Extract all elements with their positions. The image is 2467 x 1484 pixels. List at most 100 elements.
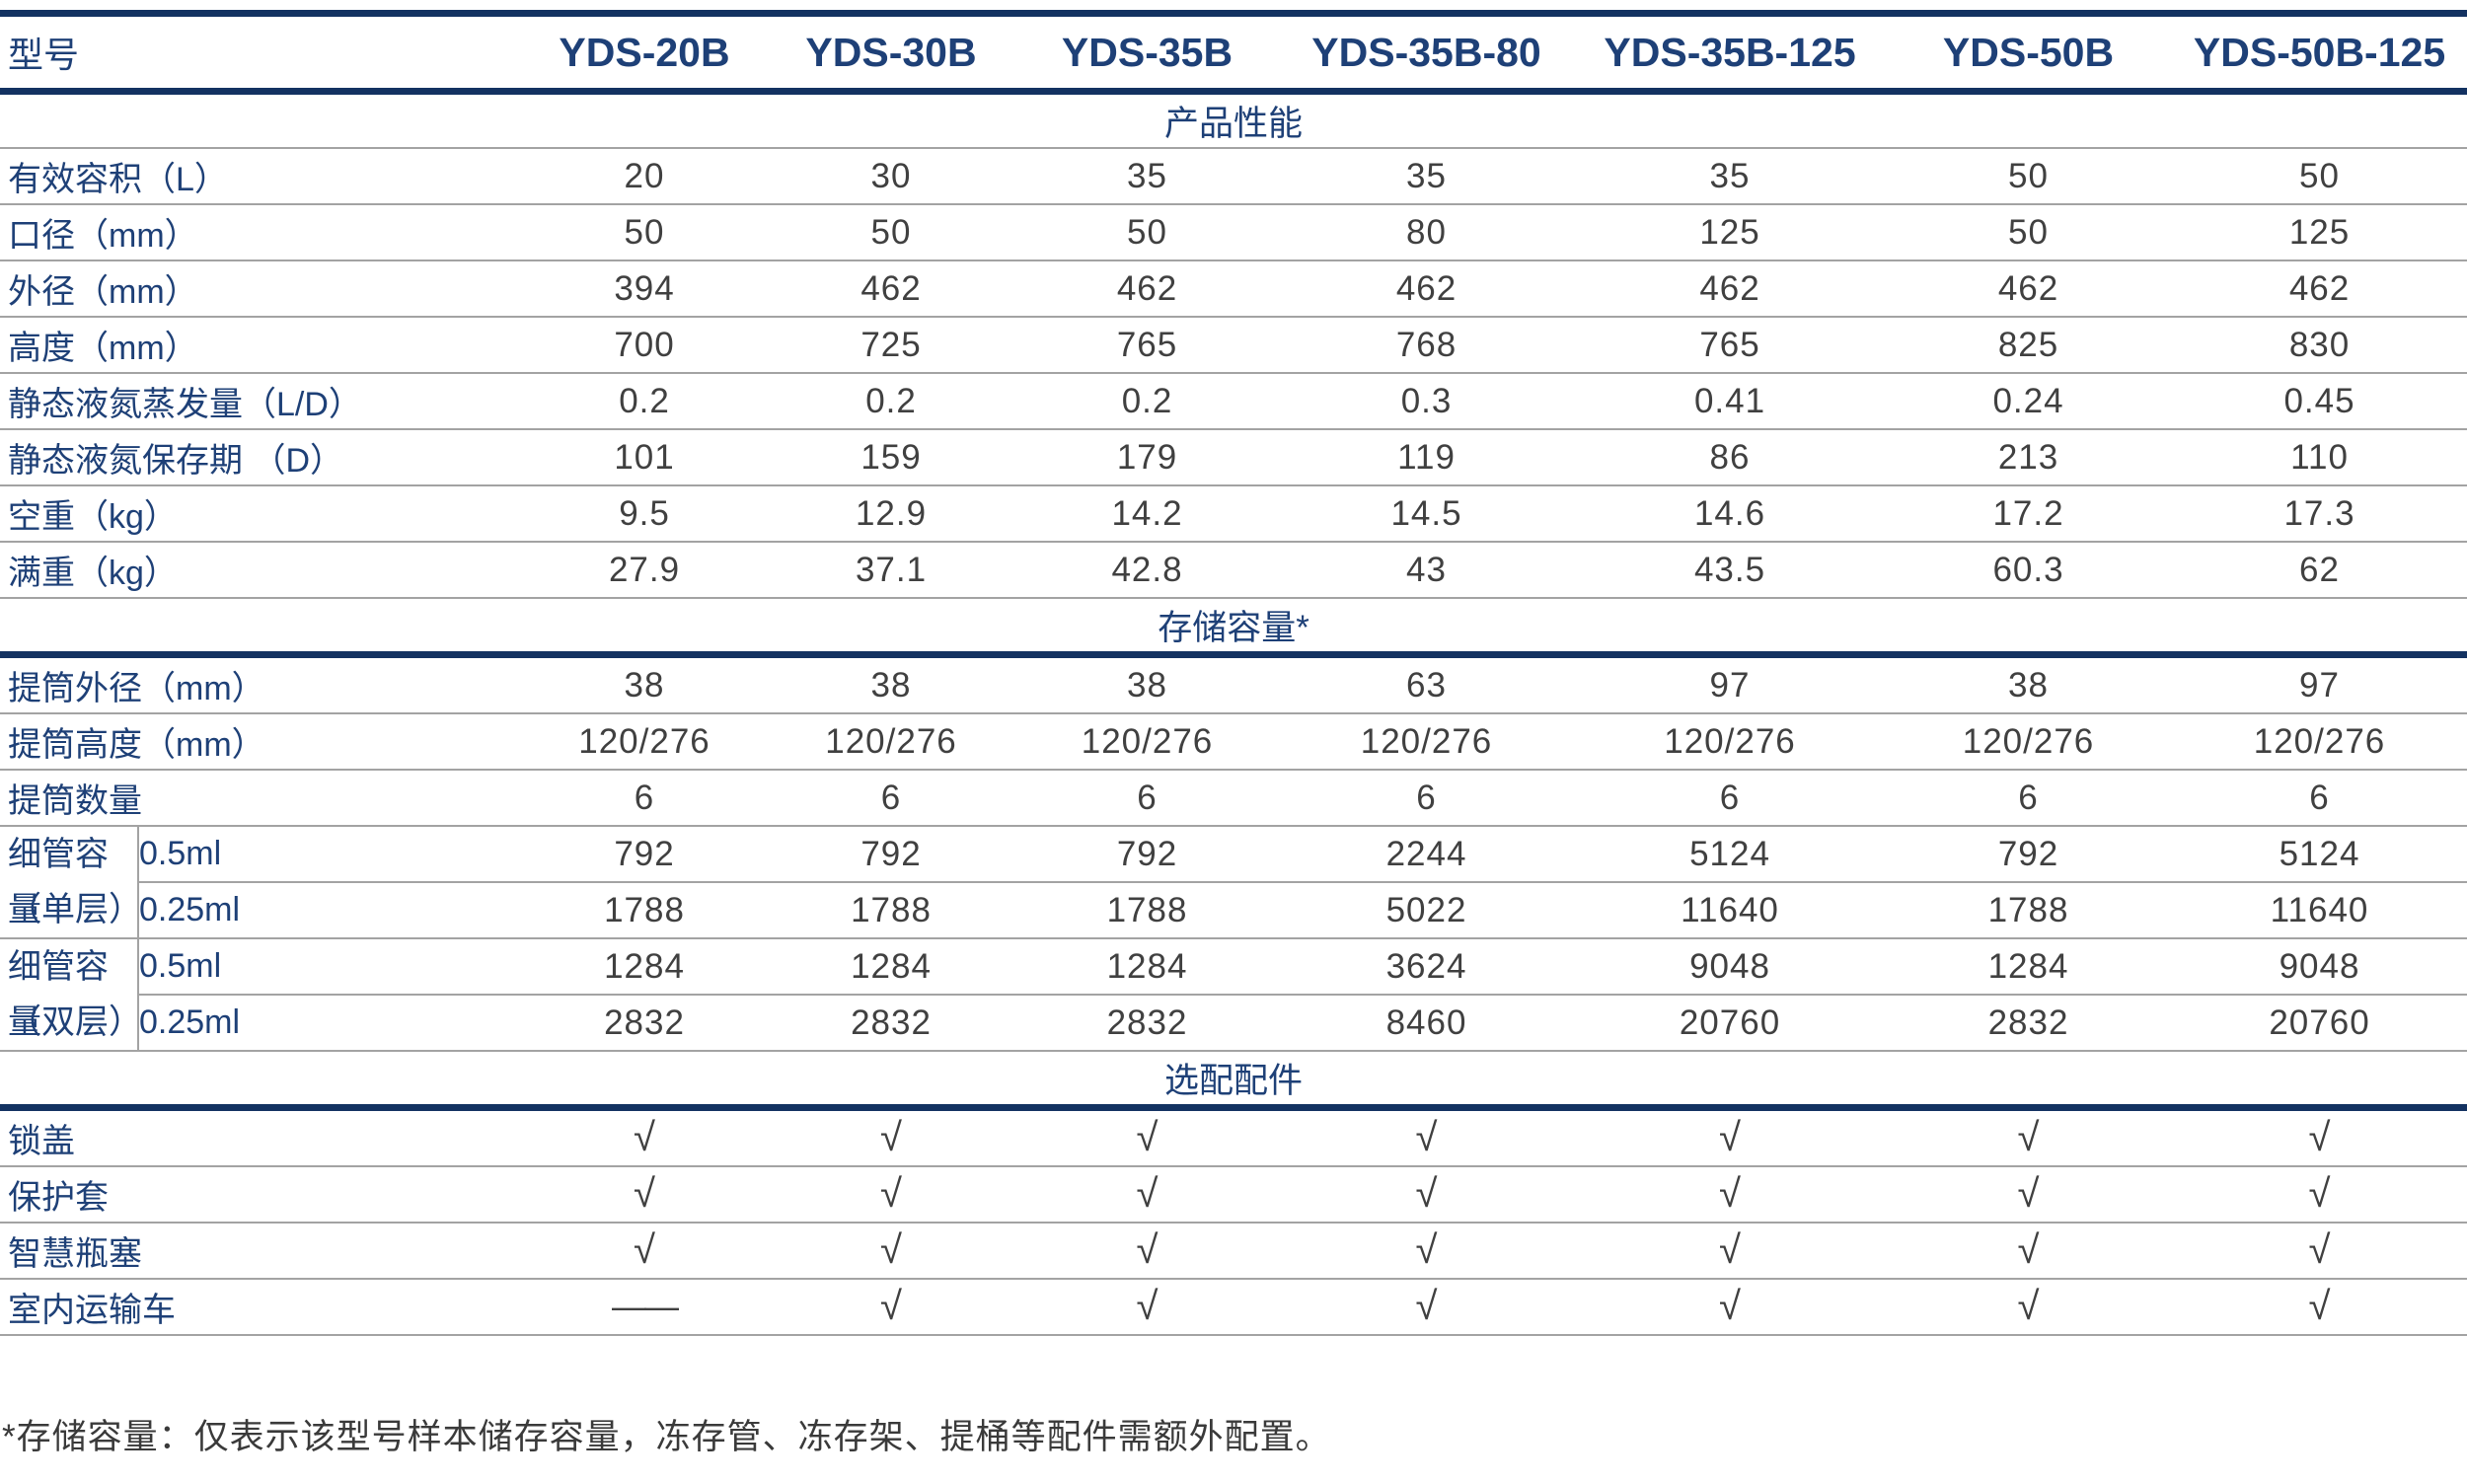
- value-cell: 86: [1575, 429, 1886, 486]
- section-title: 产品性能: [0, 91, 2467, 149]
- value-cell: 6: [523, 770, 767, 827]
- value-cell: 38: [1016, 654, 1279, 714]
- sub-row-label: 0.5ml: [138, 938, 524, 996]
- value-cell: 50: [766, 204, 1017, 261]
- value-cell: 43: [1278, 542, 1576, 599]
- row-label: 保护套: [0, 1166, 524, 1224]
- table-row-capillary-double-05: 细管容量 （双层） 0.5ml 1284 1284 1284 3624 9048…: [0, 938, 2467, 1052]
- value-cell: 830: [2172, 317, 2467, 374]
- value-cell: 14.2: [1016, 485, 1279, 543]
- check-cell: √: [1885, 1279, 2173, 1336]
- value-cell: 120/276: [1016, 713, 1279, 771]
- check-cell: √: [1575, 1166, 1886, 1224]
- value-cell: 8460: [1278, 995, 1576, 1052]
- check-cell: √: [766, 1279, 1017, 1336]
- value-cell: 30: [766, 148, 1017, 205]
- value-cell: 5022: [1278, 882, 1576, 939]
- row-label: 提筒数量: [0, 770, 524, 827]
- value-cell: 394: [523, 260, 767, 318]
- table-row-capillary-single-05: 细管容量 （单层） 0.5ml 792 792 792 2244 5124 79…: [0, 826, 2467, 939]
- value-cell: 725: [766, 317, 1017, 374]
- value-cell: 6: [1885, 770, 2173, 827]
- value-cell: 159: [766, 429, 1017, 486]
- value-cell: 17.3: [2172, 485, 2467, 543]
- value-cell: 97: [1575, 654, 1886, 714]
- value-cell: 0.2: [523, 373, 767, 430]
- model-header: YDS-50B: [1885, 13, 2173, 95]
- table-row: 静态液氮保存期 （D） 101 159 179 119 86 213 110: [0, 429, 2467, 486]
- table-row: 提筒高度（mm） 120/276 120/276 120/276 120/276…: [0, 713, 2467, 771]
- value-cell: 12.9: [766, 485, 1017, 543]
- row-label: 外径（mm）: [0, 260, 524, 318]
- value-cell: 120/276: [1885, 713, 2173, 771]
- value-cell: 20: [523, 148, 767, 205]
- model-header: YDS-30B: [766, 13, 1017, 95]
- check-cell: √: [2172, 1166, 2467, 1224]
- check-cell: √: [1278, 1279, 1576, 1336]
- check-cell: √: [1016, 1107, 1279, 1167]
- value-cell: 9048: [2172, 938, 2467, 996]
- value-cell: 1284: [523, 938, 767, 996]
- model-header: YDS-50B-125: [2172, 13, 2467, 95]
- value-cell: 213: [1885, 429, 2173, 486]
- row-label: 静态液氮蒸发量（L/D）: [0, 373, 524, 430]
- value-cell: 462: [1278, 260, 1576, 318]
- check-cell: √: [1575, 1107, 1886, 1167]
- value-cell: 35: [1016, 148, 1279, 205]
- table-row: 满重（kg） 27.9 37.1 42.8 43 43.5 60.3 62: [0, 542, 2467, 599]
- row-label: 空重（kg）: [0, 485, 524, 543]
- check-cell: √: [1575, 1279, 1886, 1336]
- section-band-storage: 存储容量*: [0, 598, 2467, 658]
- row-label: 锁盖: [0, 1107, 524, 1167]
- value-cell: 2832: [523, 995, 767, 1052]
- value-cell: 2832: [1016, 995, 1279, 1052]
- check-cell: √: [1885, 1166, 2173, 1224]
- model-header: YDS-35B-125: [1575, 13, 1886, 95]
- value-cell: 50: [1885, 148, 2173, 205]
- value-cell: 792: [1016, 826, 1279, 883]
- value-cell: 2244: [1278, 826, 1576, 883]
- value-cell: 1788: [766, 882, 1017, 939]
- value-cell: 80: [1278, 204, 1576, 261]
- sub-row-label: 0.25ml: [138, 995, 524, 1052]
- merged-label-line1: 细管容量: [8, 836, 109, 928]
- value-cell: 125: [2172, 204, 2467, 261]
- row-label: 提筒外径（mm）: [0, 654, 524, 714]
- section-band-accessories: 选配配件: [0, 1051, 2467, 1111]
- value-cell: 110: [2172, 429, 2467, 486]
- value-cell: 5124: [1575, 826, 1886, 883]
- row-label: 有效容积（L）: [0, 148, 524, 205]
- value-cell: 768: [1278, 317, 1576, 374]
- value-cell: 1788: [523, 882, 767, 939]
- value-cell: 35: [1575, 148, 1886, 205]
- value-cell: 6: [1016, 770, 1279, 827]
- table-row: 高度（mm） 700 725 765 768 765 825 830: [0, 317, 2467, 374]
- section-band-performance: 产品性能: [0, 91, 2467, 149]
- table-row: 空重（kg） 9.5 12.9 14.2 14.5 14.6 17.2 17.3: [0, 485, 2467, 543]
- row-label: 室内运输车: [0, 1279, 524, 1336]
- spec-table: 型号 YDS-20B YDS-30B YDS-35B YDS-35B-80 YD…: [0, 10, 2467, 1336]
- check-cell: √: [766, 1166, 1017, 1224]
- value-cell: 120/276: [523, 713, 767, 771]
- value-cell: 50: [2172, 148, 2467, 205]
- value-cell: 6: [1278, 770, 1576, 827]
- value-cell: 1788: [1885, 882, 2173, 939]
- merged-label-line2: （单层）: [8, 891, 142, 928]
- value-cell: 1284: [766, 938, 1017, 996]
- table-row: 提筒外径（mm） 38 38 38 63 97 38 97: [0, 654, 2467, 714]
- value-cell: 38: [523, 654, 767, 714]
- check-cell: √: [2172, 1279, 2467, 1336]
- check-cell: √: [1575, 1223, 1886, 1280]
- value-cell: 35: [1278, 148, 1576, 205]
- value-cell: 125: [1575, 204, 1886, 261]
- check-cell: √: [1885, 1107, 2173, 1167]
- header-row: 型号 YDS-20B YDS-30B YDS-35B YDS-35B-80 YD…: [0, 13, 2467, 95]
- check-cell: √: [1278, 1107, 1576, 1167]
- table-row: 有效容积（L） 20 30 35 35 35 50 50: [0, 148, 2467, 205]
- table-row: 口径（mm） 50 50 50 80 125 50 125: [0, 204, 2467, 261]
- value-cell: 792: [766, 826, 1017, 883]
- value-cell: 50: [523, 204, 767, 261]
- value-cell: 11640: [2172, 882, 2467, 939]
- value-cell: 20760: [2172, 995, 2467, 1052]
- value-cell: 0.2: [1016, 373, 1279, 430]
